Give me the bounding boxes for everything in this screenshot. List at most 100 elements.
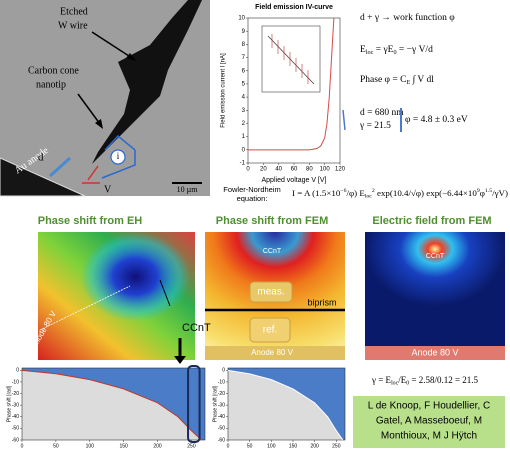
y-tick-label: -20 (218, 391, 225, 397)
equation-part: Phase φ = C (360, 75, 406, 85)
equation-part: γ = 21.5 (359, 121, 391, 131)
x-tick-label: 0 (21, 443, 24, 449)
x-tick-label: 40 (275, 167, 282, 173)
y-axis-label: Phase shift [rad] (212, 385, 218, 422)
y-tick-label: -30 (218, 402, 225, 408)
label: Carbon cone (28, 65, 79, 76)
y-tick-label: 0 (16, 368, 19, 374)
figure: EtchedW wireCarbon conenanotipAu anodedi… (0, 0, 510, 450)
x-tick-label: 0 (246, 167, 250, 173)
field-map (365, 232, 505, 360)
x-tick-label: 0 (227, 443, 230, 449)
y-tick-label: -20 (12, 391, 19, 397)
label: meas. (257, 287, 284, 298)
equation: d + γ → work function φ (360, 12, 455, 23)
y-tick-label: 1 (242, 134, 246, 140)
iv-inset (262, 26, 320, 92)
x-tick-label: 250 (332, 443, 341, 449)
y-tick-label: -40 (12, 414, 19, 420)
y-tick-label: 2 (242, 121, 246, 127)
x-tick-label: 50 (247, 443, 253, 449)
equation-part: φ = 4.8 ± 0.3 eV (405, 115, 468, 125)
credit-line: L de Knoop, F Houdellier, C (368, 401, 490, 412)
y-tick-label: 0 (222, 368, 225, 374)
y-axis-label: Phase shift [rad] (6, 385, 12, 422)
label: CCnT (182, 322, 211, 334)
x-tick-label: 80 (306, 167, 313, 173)
label: Etched (60, 6, 88, 17)
equation: Phase φ = CE​ ∫ V dl (360, 75, 434, 86)
eh-spot (38, 232, 195, 360)
equation: I = A (1.5×10−6​/φ) Eloc​2​ exp(10.4/√φ)… (292, 188, 508, 199)
y-tick-label: 8 (242, 42, 246, 48)
y-tick-label: 9 (242, 29, 246, 35)
y-tick-label: -50 (218, 426, 225, 432)
y-tick-label: -10 (218, 379, 225, 385)
y-tick-label: 4 (242, 95, 246, 101)
label: CCnT (263, 248, 282, 255)
equation: φ = 4.8 ± 0.3 eV (405, 115, 468, 125)
x-tick-label: 100 (267, 443, 276, 449)
label: nanotip (36, 79, 66, 90)
section-title: Phase shift from EH (38, 215, 143, 227)
y-tick-label: 10 (238, 16, 245, 22)
credit-line: Gatel, A Masseboeuf, M (376, 416, 482, 427)
x-axis-label: Applied voltage V [V] (262, 177, 327, 184)
equation-part: = 2.58/0.12 = 21.5 (409, 375, 478, 385)
equation-part: = γE (373, 45, 393, 55)
label: Anode 80 V (251, 348, 293, 357)
label: d (38, 152, 44, 164)
y-tick-label: -40 (218, 414, 225, 420)
equation: γ = 21.5 (359, 121, 391, 131)
y-tick-label: 3 (242, 108, 246, 114)
y-tick-label: 0 (242, 147, 246, 153)
equation-part: /γV) (492, 189, 508, 198)
y-tick-label: -50 (12, 426, 19, 432)
x-tick-label: 250 (187, 443, 196, 449)
equation-part: d = 680 nm (360, 108, 404, 118)
label: Anode 80 V (411, 347, 458, 357)
equation-part: I = A (1.5×10 (292, 189, 340, 198)
y-tick-label: -60 (218, 437, 225, 443)
label: equation: (237, 194, 268, 203)
x-tick-label: 200 (310, 443, 319, 449)
label: W wire (58, 20, 88, 31)
inset-frame (262, 26, 320, 92)
equation-part: exp(10.4/√φ) exp(−6.44×10 (375, 189, 477, 198)
x-tick-label: 20 (260, 167, 267, 173)
label: ref. (263, 325, 277, 336)
label: biprism (307, 297, 336, 307)
x-tick-label: 120 (335, 167, 346, 173)
x-tick-label: 50 (53, 443, 59, 449)
y-tick-label: -30 (12, 402, 19, 408)
field-bg (365, 232, 505, 346)
equation: γ = Eloc​/E0​ = 2.58/0.12 = 21.5 (371, 375, 479, 387)
y-tick-label: -60 (12, 437, 19, 443)
y-tick-label: -1 (240, 161, 246, 167)
y-axis-label: Field emission current I [nA] (221, 53, 227, 128)
plot-title: Field emission IV-curve (255, 4, 333, 11)
equation-part: = −γ V/d (397, 45, 434, 55)
label: Fowler-Nordheim (223, 185, 281, 194)
x-tick-label: 200 (153, 443, 162, 449)
y-tick-label: 5 (242, 81, 246, 87)
section-title: Electric field from FEM (372, 215, 491, 227)
y-tick-label: 7 (242, 55, 246, 61)
label: CCnT (426, 253, 445, 260)
eh-map (38, 232, 195, 364)
y-tick-label: 6 (242, 68, 246, 74)
equation: d = 680 nm (360, 108, 404, 118)
equation-part: d + γ → work function φ (360, 12, 455, 23)
x-tick-label: 60 (291, 167, 298, 173)
brace (343, 110, 345, 130)
label: 10 µm (177, 185, 199, 194)
equation: Eloc​ = γE0​ = −γ V/d (360, 45, 433, 56)
equation-part: /φ) E (346, 189, 364, 198)
x-tick-label: 150 (289, 443, 298, 449)
section-title: Phase shift from FEM (216, 215, 328, 227)
credit-line: Monthioux, M J Hÿtch (381, 431, 477, 442)
label: V (104, 184, 112, 195)
y-tick-label: -10 (12, 379, 19, 385)
x-tick-label: 100 (86, 443, 95, 449)
x-tick-label: 100 (320, 167, 331, 173)
